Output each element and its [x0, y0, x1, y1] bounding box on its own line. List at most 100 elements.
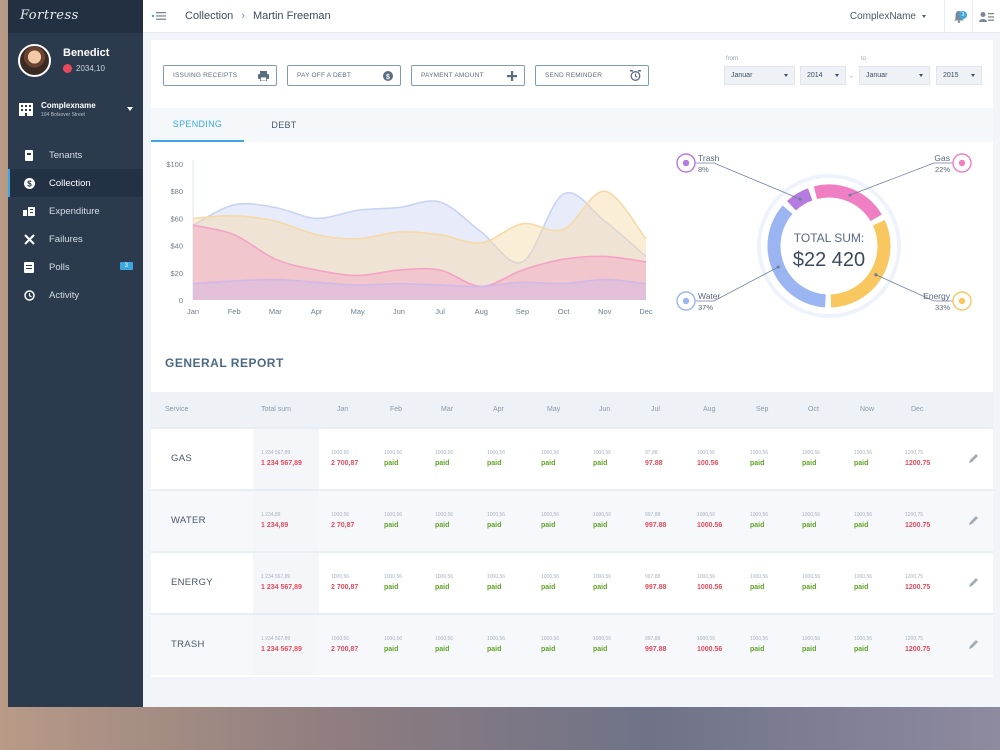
svg-text:$: $ — [386, 73, 390, 80]
button-label: PAYMENT AMOUNT — [421, 72, 484, 79]
table-row[interactable]: ENERGY 1 234 567,89 1 234 567,89 1000,56 2 7… — [151, 551, 993, 613]
sidebar-item-activity[interactable]: Activity — [8, 281, 143, 309]
payment-amount-button[interactable]: PAYMENT AMOUNT — [411, 65, 525, 86]
cell-previous-value: 1000,56 — [802, 574, 821, 580]
pencil-icon[interactable] — [968, 577, 979, 588]
cell-previous-value: 1000,56 — [435, 636, 454, 642]
send-reminder-button[interactable]: SEND REMINDER — [535, 65, 649, 86]
from-month-select[interactable]: Januar — [724, 66, 795, 85]
column-header[interactable]: Jan — [337, 406, 349, 413]
sidebar-item-label: Tenants — [49, 149, 83, 161]
sidebar-item-polls[interactable]: Polls 3 — [8, 253, 143, 281]
column-header[interactable]: Dec — [911, 406, 924, 413]
sidebar: Fortress Benedict 2034,10 Complexname 1 — [8, 0, 143, 707]
slice-percent: 37% — [698, 303, 713, 312]
user-settings-button[interactable] — [972, 0, 1000, 33]
to-month-select[interactable]: Januar — [859, 66, 930, 85]
pencil-icon[interactable] — [968, 639, 979, 650]
cell-previous-value: 1000,56 — [541, 636, 560, 642]
from-month-value: Januar — [731, 72, 753, 79]
column-header[interactable]: Sep — [756, 406, 769, 413]
sidebar-item-expenditure[interactable]: Expenditure — [8, 197, 143, 225]
cell-previous-value: 1000,56 — [750, 574, 769, 580]
cell-previous-value: 1000,56 — [487, 512, 506, 518]
avatar[interactable] — [18, 43, 51, 77]
logo[interactable]: Fortress — [20, 8, 79, 23]
sidebar-item-collection[interactable]: $ Collection — [8, 169, 143, 197]
y-tick-label: $20 — [170, 269, 183, 278]
cell-previous-value: 997,88 — [645, 512, 661, 518]
x-tick-label: Jul — [435, 307, 445, 316]
user-profile[interactable]: Benedict 2034,10 — [8, 33, 143, 91]
series-line-3 — [192, 278, 647, 288]
cell-value: paid — [802, 522, 817, 529]
column-header[interactable]: Now — [860, 406, 875, 413]
button-label: SEND REMINDER — [545, 72, 603, 79]
from-year-select[interactable]: 2014 — [800, 66, 846, 85]
leader-dot — [848, 193, 852, 197]
cell-value: paid — [384, 460, 399, 467]
column-header[interactable]: Apr — [493, 406, 504, 413]
complex-name-select[interactable]: ComplexName — [850, 11, 926, 22]
pencil-shape — [969, 578, 978, 587]
dollar-icon: $ — [23, 177, 35, 189]
month-cell: 1000,56 paid — [802, 574, 820, 591]
polls-count-badge: 3 — [119, 262, 133, 270]
pencil-icon[interactable] — [968, 515, 979, 526]
column-header[interactable]: Mar — [441, 406, 454, 413]
column-header[interactable]: Aug — [703, 406, 716, 413]
table-row[interactable]: WATER 1 234,89 1 234,89 1000,56 2 70,87 1000,… — [151, 489, 993, 551]
series-area-1 — [193, 191, 646, 300]
from-year-value: 2014 — [807, 72, 823, 79]
table-row[interactable]: TRASH 1 234 567,89 1 234 567,89 1000,56 2 70… — [151, 613, 993, 675]
to-year-select[interactable]: 2015 — [936, 66, 982, 85]
issuing-receipts-button[interactable]: ISSUING RECEIPTS — [163, 65, 277, 86]
month-cell: 1000,56 paid — [593, 574, 611, 591]
table-row[interactable]: GAS 1 234 567,89 1 234 567,89 1000,56 2 700,… — [151, 427, 993, 489]
tab-debt[interactable]: DEBT — [271, 120, 297, 130]
sidebar-item-tenants[interactable]: Tenants — [8, 141, 143, 169]
cell-previous-value: 1000,56 — [541, 450, 560, 456]
tab-spending[interactable]: SPENDING — [151, 108, 244, 142]
column-header[interactable]: Service — [165, 406, 189, 413]
cell-previous-value: 1000,56 — [697, 636, 716, 642]
notifications-button[interactable]: 3 — [944, 0, 972, 33]
cell-previous-value: 1 234 567,89 — [261, 636, 291, 642]
column-header[interactable]: May — [547, 406, 561, 413]
slice-percent: 22% — [935, 165, 950, 174]
chevron-down-icon — [784, 74, 788, 77]
cell-value: 97.88 — [645, 460, 663, 467]
history-icon — [23, 289, 35, 301]
month-cell: 1000,56 paid — [802, 512, 820, 529]
service-name: GAS — [171, 453, 192, 464]
month-cell: 1000,56 paid — [541, 574, 559, 591]
donut-total-value: $22 420 — [793, 249, 865, 271]
column-header[interactable]: Oct — [808, 406, 819, 413]
cell-value: paid — [487, 646, 502, 653]
series-line-1 — [192, 190, 647, 244]
pay-off-debt-button[interactable]: PAY OFF A DEBT $ — [287, 65, 401, 86]
sidebar-item-label: Collection — [49, 177, 91, 189]
pencil-icon[interactable] — [968, 453, 979, 464]
sidebar-item-label: Expenditure — [49, 205, 100, 217]
column-header[interactable]: Jul — [651, 406, 660, 413]
column-header[interactable]: Jun — [599, 406, 611, 413]
month-cell: 1000,56 100.56 — [697, 450, 718, 467]
cell-value: 997.88 — [645, 522, 667, 529]
month-cell: 1000,56 paid — [854, 450, 872, 467]
cell-value: 1200.75 — [905, 584, 931, 591]
background-strip — [0, 707, 1000, 750]
breadcrumb-item-collection[interactable]: Collection — [185, 10, 234, 22]
cell-previous-value: 1000,56 — [541, 512, 560, 518]
cell-value: paid — [384, 522, 399, 529]
column-header[interactable]: Total sum — [261, 406, 291, 413]
chevron-down-icon — [919, 74, 923, 77]
cell-value: 997.88 — [645, 646, 667, 653]
month-cell: 1000,56 paid — [854, 574, 872, 591]
column-header[interactable]: Feb — [390, 406, 403, 413]
complex-selector[interactable]: Complexname 104 Bolsover Street — [8, 91, 143, 127]
menu-toggle-icon[interactable] — [151, 10, 169, 22]
cell-value: paid — [750, 522, 765, 529]
cell-value: paid — [541, 584, 556, 591]
sidebar-item-failures[interactable]: Failures — [8, 225, 143, 253]
